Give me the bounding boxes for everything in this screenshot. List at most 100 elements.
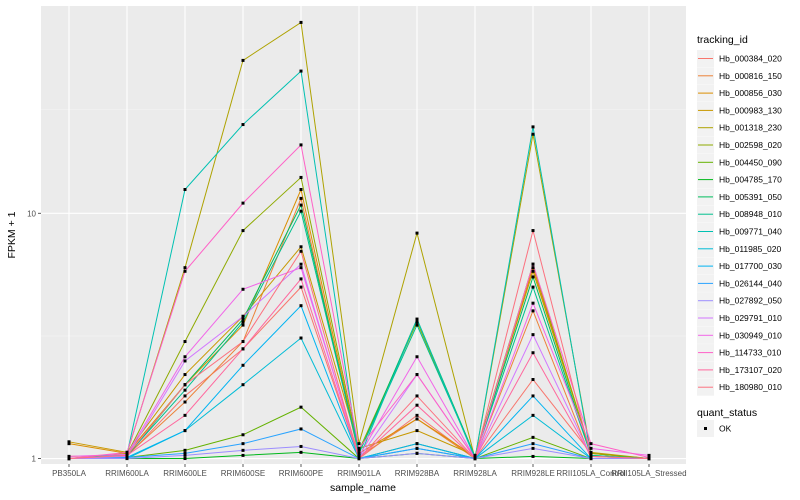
data-point	[241, 123, 245, 127]
data-point	[299, 209, 303, 213]
data-point	[183, 457, 187, 461]
x-tick-label: RRIM600LA	[105, 469, 149, 478]
data-point	[183, 448, 187, 452]
data-point	[415, 451, 419, 455]
data-point	[531, 413, 535, 417]
y-tick-label: 1	[32, 455, 37, 464]
data-point	[299, 405, 303, 409]
data-point	[299, 427, 303, 431]
y-tick-label: 10	[27, 209, 36, 218]
x-tick-label: RRIM600LE	[163, 469, 207, 478]
data-point	[299, 285, 303, 289]
legend-label: Hb_000384_020	[719, 54, 782, 64]
data-point	[299, 266, 303, 270]
legend-label: Hb_008948_010	[719, 209, 782, 219]
x-tick-label: RRIM928BA	[395, 469, 440, 478]
data-point	[531, 435, 535, 439]
x-tick-label: PB350LA	[52, 469, 86, 478]
legend-label: Hb_004450_090	[719, 157, 782, 167]
data-point	[241, 317, 245, 321]
data-point	[299, 245, 303, 249]
x-tick-label: RRIM901LA	[337, 469, 381, 478]
data-point	[473, 454, 477, 458]
data-point	[531, 442, 535, 446]
legend-label: Hb_009771_040	[719, 227, 782, 237]
data-point	[531, 394, 535, 398]
data-point	[531, 378, 535, 382]
data-point	[589, 442, 593, 446]
data-point	[589, 446, 593, 450]
data-point	[183, 266, 187, 270]
data-point	[183, 388, 187, 392]
data-point	[183, 359, 187, 363]
data-point	[415, 317, 419, 321]
data-point	[415, 442, 419, 446]
data-point	[241, 58, 245, 62]
data-point	[647, 457, 651, 461]
data-point	[67, 457, 71, 461]
data-point	[415, 417, 419, 421]
data-point	[241, 363, 245, 367]
data-point	[183, 413, 187, 417]
data-point	[415, 446, 419, 450]
data-point	[357, 448, 361, 452]
data-point	[183, 400, 187, 404]
legend-label: Hb_005391_050	[719, 192, 782, 202]
data-point	[415, 320, 419, 324]
data-point	[531, 262, 535, 266]
x-tick-label: RRIM600PE	[279, 469, 323, 478]
data-point	[357, 454, 361, 458]
data-point	[531, 269, 535, 273]
x-tick-label: RRIM600SE	[221, 469, 265, 478]
data-point	[299, 143, 303, 147]
data-point	[299, 277, 303, 281]
legend-color-title: tracking_id	[697, 34, 748, 46]
data-point	[357, 451, 361, 455]
legend-shape-items: OK	[697, 420, 732, 437]
data-point	[241, 433, 245, 437]
legend-label: Hb_000983_130	[719, 105, 782, 115]
legend-label: Hb_004785_170	[719, 175, 782, 185]
grid-layer	[41, 6, 686, 464]
data-point	[415, 323, 419, 327]
data-point	[531, 125, 535, 129]
x-axis-title: sample_name	[330, 482, 396, 494]
data-point	[241, 383, 245, 387]
data-point	[241, 347, 245, 351]
data-point	[241, 201, 245, 205]
legend-shape-key	[704, 427, 707, 430]
data-point	[531, 446, 535, 450]
data-point	[241, 453, 245, 457]
data-point	[183, 451, 187, 455]
legend-label: Hb_017700_030	[719, 261, 782, 271]
data-point	[241, 442, 245, 446]
data-point	[299, 336, 303, 340]
data-point	[183, 429, 187, 433]
data-point	[589, 454, 593, 458]
legend-label: Hb_011985_020	[719, 244, 782, 254]
data-point	[125, 450, 129, 454]
data-point	[415, 413, 419, 417]
legend-shape-label: OK	[719, 424, 732, 434]
legend: tracking_id Hb_000384_020Hb_000816_150Hb…	[697, 34, 782, 437]
data-point	[357, 442, 361, 446]
data-point	[299, 20, 303, 24]
legend-shape-title: quant_status	[697, 407, 757, 419]
legend-label: Hb_027892_050	[719, 296, 782, 306]
data-point	[183, 383, 187, 387]
data-point	[415, 373, 419, 377]
data-point	[183, 373, 187, 377]
data-point	[299, 304, 303, 308]
data-point	[531, 351, 535, 355]
data-point	[241, 340, 245, 344]
x-tick-label: RRII105LA_Control	[556, 469, 626, 478]
data-point	[299, 450, 303, 454]
data-point	[183, 269, 187, 273]
y-axis-title: FPKM + 1	[6, 211, 18, 258]
data-point	[183, 394, 187, 398]
data-point	[183, 355, 187, 359]
data-point	[67, 442, 71, 446]
points-layer	[67, 20, 651, 461]
data-point	[299, 203, 303, 207]
legend-label: Hb_002598_020	[719, 140, 782, 150]
